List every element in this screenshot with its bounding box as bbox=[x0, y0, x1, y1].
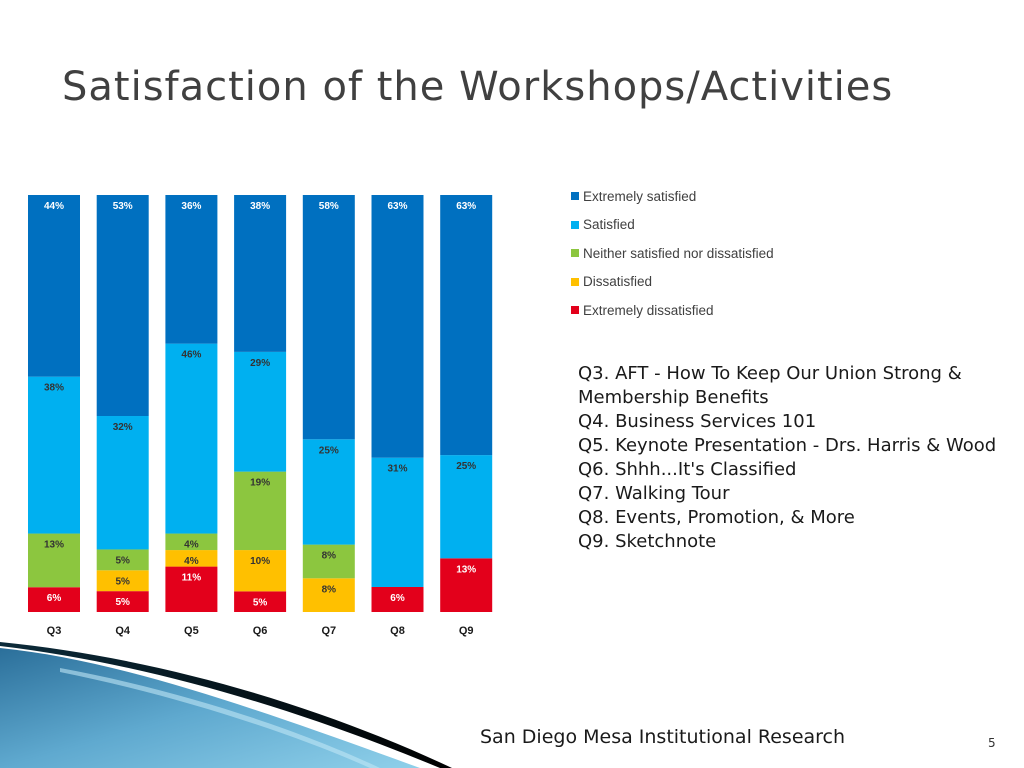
bar-segment bbox=[302, 195, 355, 440]
data-label: 31% bbox=[387, 464, 407, 475]
bar-segment bbox=[96, 195, 149, 417]
bar-segment bbox=[371, 586, 424, 612]
bar-segment bbox=[96, 549, 149, 571]
legend-swatch bbox=[571, 306, 579, 315]
data-label: 53% bbox=[113, 201, 133, 212]
bar-segment bbox=[234, 195, 287, 352]
data-label: 5% bbox=[115, 576, 130, 587]
bar-segment bbox=[371, 195, 424, 458]
data-label: 63% bbox=[456, 201, 476, 212]
x-tick-label: Q4 bbox=[115, 625, 131, 637]
question-note: Q9. Sketchnote bbox=[578, 531, 717, 552]
question-note: Q3. AFT - How To Keep Our Union Strong &… bbox=[578, 363, 962, 408]
question-note: Q8. Events, Promotion, & More bbox=[578, 507, 855, 528]
data-label: 25% bbox=[319, 445, 339, 456]
legend-swatch bbox=[571, 220, 579, 229]
bar-segment bbox=[28, 376, 80, 534]
legend-label: Dissatisfied bbox=[583, 274, 653, 290]
data-label: 19% bbox=[250, 478, 270, 489]
bar-segment bbox=[440, 195, 493, 456]
legend-swatch bbox=[571, 192, 579, 201]
data-label: 58% bbox=[319, 201, 339, 212]
bar-segment bbox=[165, 550, 218, 567]
question-note: Q4. Business Services 101 bbox=[578, 411, 817, 432]
data-label: 4% bbox=[184, 556, 199, 567]
data-label: 5% bbox=[115, 597, 130, 608]
bar-segment bbox=[165, 566, 218, 612]
x-tick-label: Q6 bbox=[253, 625, 268, 637]
data-label: 29% bbox=[250, 358, 270, 369]
data-label: 13% bbox=[44, 540, 64, 551]
bar-segment bbox=[234, 351, 287, 472]
legend-swatch bbox=[571, 249, 579, 258]
bar-segment bbox=[165, 533, 218, 551]
x-tick-label: Q8 bbox=[390, 625, 405, 637]
chart-legend: Extremely satisfied Satisfied Neither sati… bbox=[571, 182, 774, 325]
data-label: 6% bbox=[390, 593, 405, 604]
footer-text: San Diego Mesa Institutional Research bbox=[480, 726, 846, 748]
legend-item: Satisfied bbox=[571, 211, 774, 240]
data-label: 6% bbox=[47, 593, 62, 604]
legend-label: Satisfied bbox=[583, 217, 635, 233]
bar-segment bbox=[28, 533, 80, 588]
data-label: 38% bbox=[44, 383, 64, 394]
bar-segment bbox=[96, 570, 149, 592]
question-note: Q6. Shhh...It's Classified bbox=[578, 459, 797, 480]
x-tick-label: Q9 bbox=[459, 625, 474, 637]
bar-segment bbox=[234, 591, 287, 612]
legend-item: Neither satisfied nor dissatisfied bbox=[571, 239, 774, 268]
legend-label: Extremely satisfied bbox=[583, 188, 697, 204]
page-number: 5 bbox=[988, 736, 996, 750]
bar-segment bbox=[371, 457, 424, 587]
bar-segment bbox=[28, 195, 80, 377]
bar-segment bbox=[28, 587, 80, 612]
stacked-bar-chart: 6% 13% 38% 44% Q3 5% 5% 5% 32% 53% Q4 11% 4% 4% 46% 36%… bbox=[28, 195, 493, 637]
bar-segment bbox=[440, 455, 493, 559]
question-note: Q7. Walking Tour bbox=[578, 483, 730, 504]
legend-item: Extremely dissatisfied bbox=[571, 296, 774, 325]
bar-segment bbox=[302, 578, 355, 612]
data-label: 36% bbox=[181, 201, 201, 212]
bar-segment bbox=[302, 544, 355, 579]
bar-segment bbox=[302, 439, 355, 545]
data-label: 5% bbox=[115, 555, 130, 566]
bar-segment bbox=[96, 416, 149, 550]
bar-segment bbox=[165, 195, 218, 344]
legend-swatch bbox=[571, 277, 579, 286]
decorative-swoosh bbox=[0, 642, 452, 768]
bar-segment bbox=[165, 343, 218, 534]
bar-segment bbox=[234, 471, 287, 551]
x-tick-label: Q3 bbox=[47, 625, 62, 637]
x-tick-label: Q7 bbox=[321, 625, 336, 637]
data-label: 4% bbox=[184, 540, 199, 551]
question-note: Q5. Keynote Presentation - Drs. Harris &… bbox=[578, 435, 997, 456]
data-label: 8% bbox=[322, 551, 337, 562]
data-label: 11% bbox=[182, 573, 202, 584]
data-label: 46% bbox=[181, 350, 201, 361]
slide-title: Satisfaction of the Workshops/Activities bbox=[62, 64, 894, 110]
data-label: 5% bbox=[253, 597, 268, 608]
data-label: 38% bbox=[250, 201, 270, 212]
x-tick-label: Q5 bbox=[184, 625, 199, 637]
bar-segment bbox=[234, 550, 287, 592]
legend-label: Extremely dissatisfied bbox=[583, 302, 714, 318]
data-label: 13% bbox=[456, 564, 476, 575]
data-label: 10% bbox=[250, 556, 270, 567]
legend-label: Neither satisfied nor dissatisfied bbox=[583, 245, 774, 261]
data-label: 32% bbox=[113, 422, 133, 433]
bar-segment bbox=[440, 558, 493, 612]
question-key: Q3. AFT - How To Keep Our Union Strong &… bbox=[578, 362, 1018, 554]
bar-segment bbox=[96, 591, 149, 612]
data-label: 44% bbox=[44, 201, 64, 212]
legend-item: Extremely satisfied bbox=[571, 182, 774, 211]
data-label: 63% bbox=[387, 201, 407, 212]
data-label: 25% bbox=[456, 461, 476, 472]
legend-item: Dissatisfied bbox=[571, 268, 774, 297]
data-label: 8% bbox=[322, 584, 337, 595]
